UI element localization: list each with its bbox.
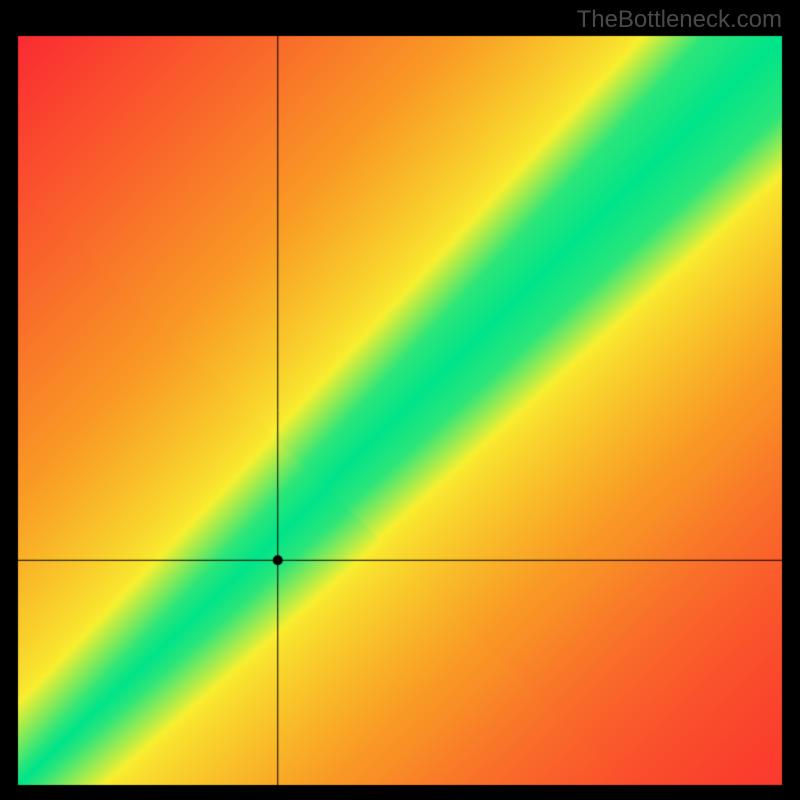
- chart-container: TheBottleneck.com: [0, 0, 800, 800]
- heatmap-canvas: [0, 0, 800, 800]
